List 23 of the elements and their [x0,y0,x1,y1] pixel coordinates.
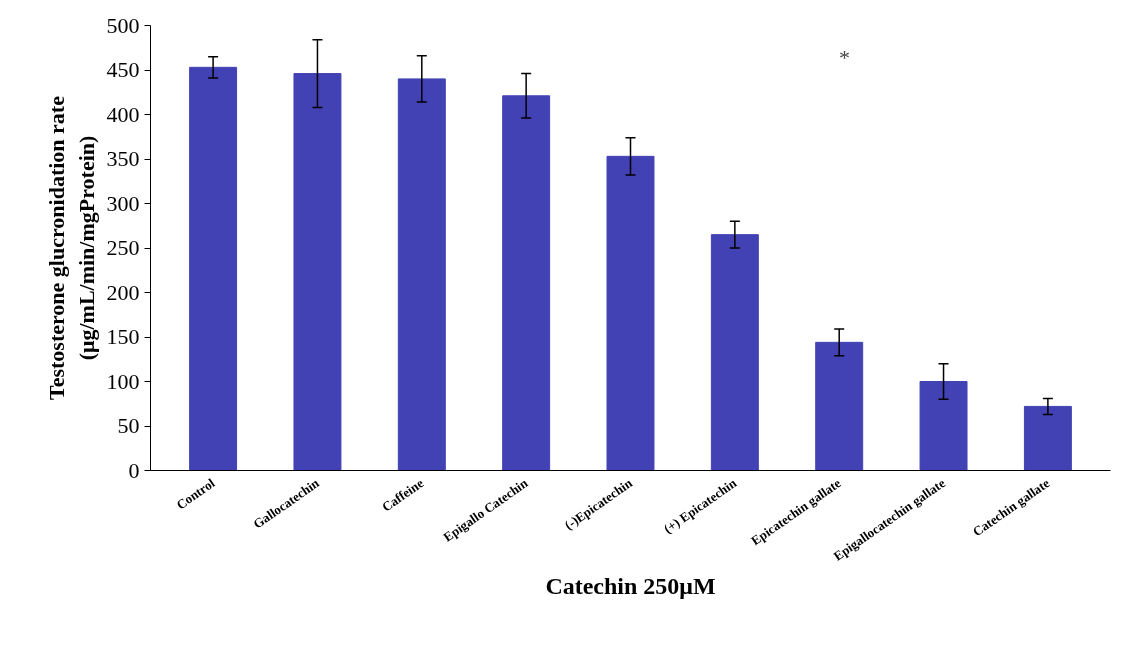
y-tick-label: 500 [106,12,140,38]
bar [710,234,759,471]
y-axis-title: Testosterone glucronidation rate (μg/mL/min/mgProtein) [43,95,99,400]
bar [1023,405,1072,471]
y-tick-label: 400 [106,101,140,127]
y-tick-label: 200 [106,279,140,305]
y-tick-label: 100 [106,368,140,394]
bar [189,66,238,471]
y-tick-label: 350 [106,146,140,171]
y-tick-label: 250 [106,235,140,260]
y-tick-label: 450 [106,57,140,82]
bar [397,78,446,471]
y-tick-label: 50 [117,413,140,438]
bar [919,381,968,471]
annotation: * [838,45,850,70]
bar [502,95,551,471]
x-axis-title: Catechin 250μM [545,572,716,599]
y-tick-label: 150 [106,324,140,349]
bar [293,73,342,471]
y-tick-label: 0 [128,457,140,483]
y-tick-label: 300 [106,190,140,216]
bar [606,155,655,471]
bar [815,341,864,471]
